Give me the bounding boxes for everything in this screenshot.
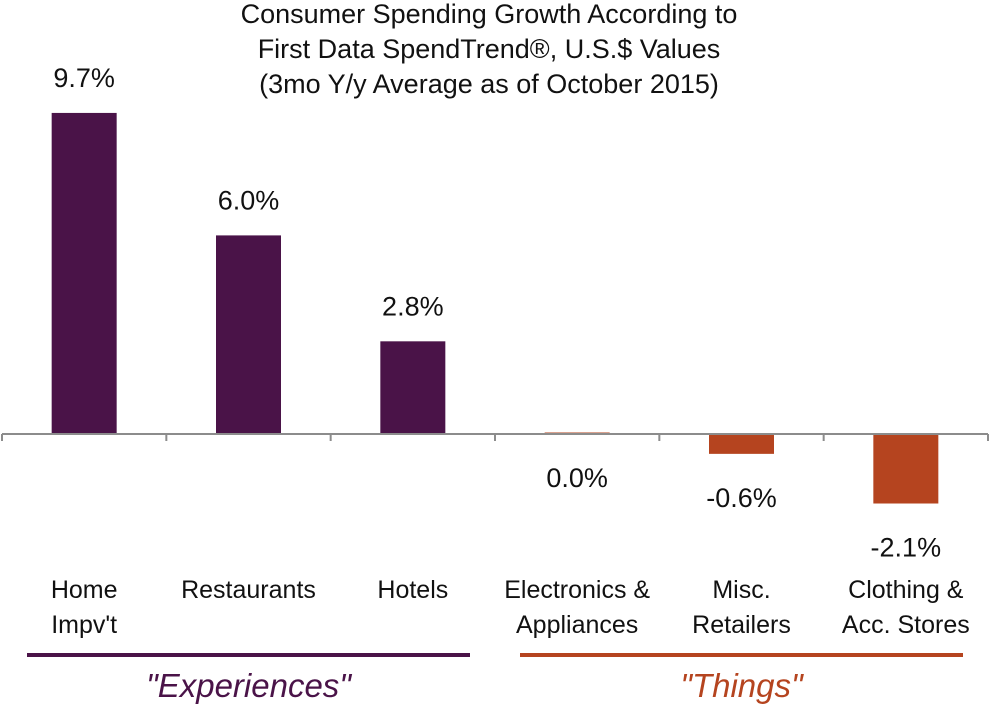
bar [216, 235, 281, 434]
bar [709, 434, 774, 454]
category-label: Hotels [377, 576, 448, 604]
category-label-line: Impv't [51, 611, 117, 639]
category-label: Clothing & Acc. Stores [842, 576, 970, 639]
category-label-line: Home [51, 576, 118, 604]
bar [380, 341, 446, 434]
chart-title-line: Consumer Spending Growth According to [241, 0, 738, 29]
bar [51, 112, 117, 435]
category-label-line: Clothing & [848, 576, 964, 604]
category-label: Electronics & Appliances [504, 576, 650, 639]
x-axis [1, 433, 989, 441]
category-label: Restaurants [181, 576, 316, 604]
category-label-line: Acc. Stores [842, 611, 970, 639]
chart-title-line: First Data SpendTrend®, U.S.$ Values [258, 34, 721, 64]
category-label-line: Hotels [377, 576, 448, 604]
data-label: 9.7% [53, 63, 115, 93]
category-label-line: Appliances [516, 611, 638, 639]
bar [873, 434, 939, 504]
category-labels: Home Impv't Restaurants Hotels Electronics &… [51, 576, 970, 639]
value-labels: 9.7% 6.0% 2.8% 0.0% -0.6% -2.1% [53, 63, 941, 563]
data-label: -2.1% [871, 533, 942, 563]
data-label: 6.0% [218, 185, 280, 215]
group-label: "Experiences" [146, 667, 352, 704]
data-label: 0.0% [546, 463, 608, 493]
category-label-line: Electronics & [504, 576, 650, 604]
category-label-line: Restaurants [181, 576, 316, 604]
category-label: Home Impv't [51, 576, 118, 639]
category-label-line: Retailers [692, 611, 791, 639]
chart-title: Consumer Spending Growth According to Fir… [241, 0, 738, 99]
category-groups: "Experiences" "Things" [27, 653, 963, 704]
chart-title-line: (3mo Y/y Average as of October 2015) [259, 69, 719, 99]
group-label: "Things" [680, 667, 804, 704]
category-label-line: Misc. [712, 576, 770, 604]
data-label: 2.8% [382, 291, 444, 321]
category-label: Misc. Retailers [692, 576, 791, 639]
data-label: -0.6% [706, 483, 777, 513]
bars [51, 112, 939, 504]
